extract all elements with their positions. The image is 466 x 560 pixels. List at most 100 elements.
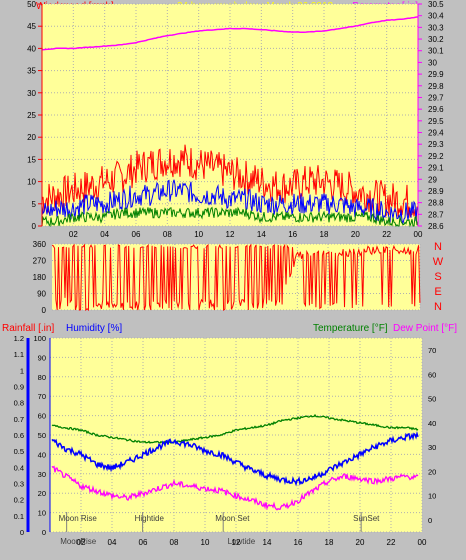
- event-label: Hightide: [135, 514, 165, 523]
- windspeed-tick-label: 10: [27, 178, 36, 187]
- temp-time-tick-label: 00: [418, 538, 427, 547]
- humidity-tick-label: 50: [38, 431, 46, 440]
- windspeed-tick-label: 0: [32, 222, 37, 231]
- barometer-tick-label: 29.7: [428, 93, 444, 102]
- compass-label: N: [434, 241, 442, 253]
- barometer-tick-label: 29: [428, 175, 437, 184]
- temperature-tick-label: 50: [428, 395, 436, 404]
- windspeed-tick-label: 25: [27, 111, 36, 120]
- wind-time-tick-label: 14: [257, 230, 266, 239]
- humidity-tick-label: 100: [33, 334, 46, 343]
- barometer-tick-label: 30.1: [428, 47, 444, 56]
- humidity-tick-label: 10: [38, 509, 46, 518]
- barometer-tick-label: 28.7: [428, 210, 444, 219]
- wind-time-tick-label: 20: [351, 230, 360, 239]
- temp-humidity-gridlines: [50, 337, 423, 533]
- wind-direction-gridlines: [52, 243, 421, 311]
- astronomy-events: Moon Rise Hightide Moon Set SunSet MoonRise L…: [59, 512, 380, 546]
- barometer-tick-label: 30: [428, 58, 437, 67]
- rainfall-tick-label: 0.3: [14, 480, 24, 489]
- wind-direction-axis-ticks: 0 90 180 270 360: [33, 240, 47, 315]
- temperature-line: [51, 413, 419, 445]
- barometer-tick-label: 28.6: [428, 222, 444, 231]
- humidity-line: [51, 430, 419, 487]
- barometer-tick-label: 28.9: [428, 187, 444, 196]
- rainfall-axis-title: Rainfall [.in]: [2, 323, 54, 334]
- rainfall-tick-label: 0.6: [14, 431, 24, 440]
- temp-time-tick-label: 14: [263, 538, 272, 547]
- wind-time-tick-label: 00: [414, 230, 423, 239]
- barometer-tick-label: 29.2: [428, 152, 444, 161]
- wind-time-tick-label: 18: [320, 230, 329, 239]
- temp-time-tick-label: 20: [356, 538, 365, 547]
- barometer-tick-label: 28.8: [428, 199, 444, 208]
- windspeed-tick-label: 20: [27, 133, 36, 142]
- event-label: SunSet: [353, 514, 380, 523]
- wind-time-tick-label: 22: [382, 230, 391, 239]
- wind-time-axis-ticks: 02 04 06 08 10 12 14 16 18 20 22 00: [69, 230, 423, 239]
- temp-time-tick-label: 18: [325, 538, 334, 547]
- temperature-tick-label: 40: [428, 419, 436, 428]
- temp-time-tick-label: 10: [201, 538, 210, 547]
- event-label: Lowtide: [228, 537, 256, 546]
- humidity-tick-label: 70: [38, 392, 46, 401]
- dewpoint-axis-title: Dew Point [°F]: [393, 323, 457, 334]
- barometer-tick-label: 29.3: [428, 140, 444, 149]
- rainfall-tick-label: 1: [20, 366, 24, 375]
- humidity-tick-label: 0: [42, 528, 46, 537]
- rainfall-tick-label: 0.1: [14, 512, 24, 521]
- wind-barometer-series: [41, 16, 419, 228]
- temp-humidity-series: [51, 413, 419, 511]
- rainfall-tick-label: 0.5: [14, 447, 24, 456]
- humidity-tick-label: 20: [38, 489, 46, 498]
- temp-time-tick-label: 08: [170, 538, 179, 547]
- barometer-tick-label: 30.4: [428, 12, 444, 21]
- temperature-axis-ticks: 0 10 20 30 40 50 60 70: [428, 346, 436, 525]
- humidity-axis-ticks: 0 10 20 30 40 50 60 70 80 90 100: [33, 334, 46, 537]
- wind-time-tick-label: 12: [226, 230, 235, 239]
- temperature-tick-label: 10: [428, 492, 436, 501]
- windspeed-tick-label: 50: [27, 0, 36, 9]
- wind-time-tick-label: 10: [194, 230, 203, 239]
- barometer-tick-label: 30.3: [428, 23, 444, 32]
- windspeed-tick-label: 40: [27, 44, 36, 53]
- humidity-tick-label: 80: [38, 373, 46, 382]
- temp-time-tick-label: 12: [232, 538, 241, 547]
- temp-time-tick-label: 22: [387, 538, 396, 547]
- wind-average-line: [41, 179, 419, 225]
- barometer-tick-label: 29.9: [428, 70, 444, 79]
- barometer-tick-label: 29.5: [428, 117, 444, 126]
- barometer-line: [41, 16, 419, 51]
- rainfall-tick-label: 0.7: [14, 415, 24, 424]
- barometer-axis-ticks: 28.6 28.7 28.8 28.9 29 29.1 29.2 29.3 29.4 29.5 29…: [418, 0, 444, 231]
- rainfall-axis-ticks: 0 0.1 0.2 0.3 0.4 0.5 0.6 0.7 0.8 0.9 1 1.1 1.2: [14, 334, 24, 537]
- direction-tick-label: 90: [37, 290, 46, 299]
- compass-label: E: [434, 286, 441, 298]
- rainfall-tick-label: 0: [20, 528, 24, 537]
- temp-time-tick-label: 02: [77, 538, 86, 547]
- humidity-axis-title: Humidity [%]: [66, 323, 122, 334]
- wind-direction-series: [51, 243, 421, 312]
- dewpoint-line: [51, 465, 419, 511]
- wind-time-tick-label: 02: [69, 230, 78, 239]
- wind-time-tick-label: 08: [163, 230, 172, 239]
- direction-tick-label: 0: [42, 306, 47, 315]
- temp-time-tick-label: 06: [139, 538, 148, 547]
- compass-label: S: [434, 271, 441, 283]
- windspeed-tick-label: 35: [27, 67, 36, 76]
- humidity-tick-label: 40: [38, 450, 46, 459]
- rainfall-tick-label: 0.8: [14, 399, 24, 408]
- compass-label: N: [434, 301, 442, 313]
- windspeed-tick-label: 45: [27, 22, 36, 31]
- rainfall-tick-label: 1.2: [14, 334, 24, 343]
- humidity-tick-label: 90: [38, 353, 46, 362]
- temp-time-tick-label: 04: [108, 538, 117, 547]
- temperature-tick-label: 20: [428, 467, 436, 476]
- barometer-tick-label: 30.5: [428, 0, 444, 9]
- compass-label: W: [433, 256, 444, 268]
- barometer-tick-label: 29.8: [428, 82, 444, 91]
- event-label: Moon Rise: [59, 514, 98, 523]
